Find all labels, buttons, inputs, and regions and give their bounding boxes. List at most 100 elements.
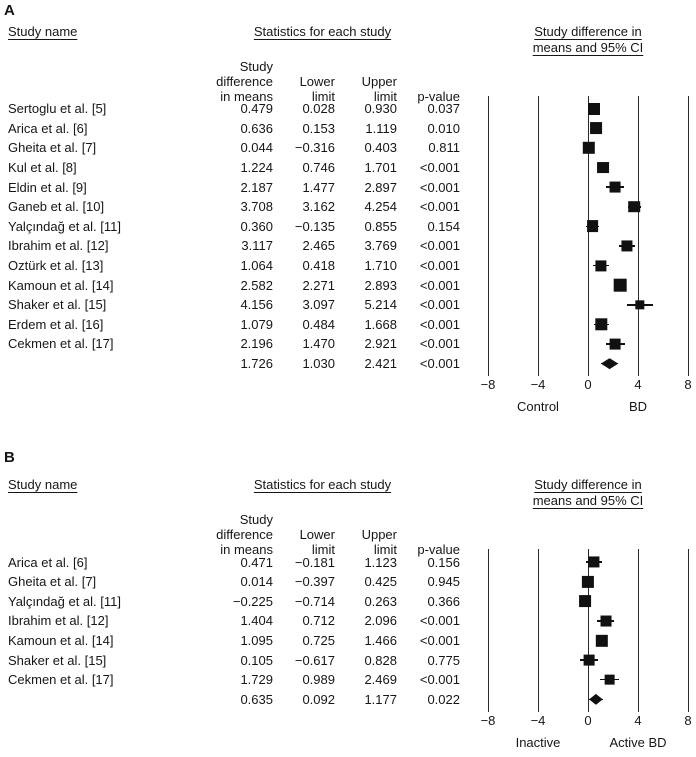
lower-limit-value: 0.418	[302, 258, 335, 274]
table-header: Study name Statistics for each study Stu…	[8, 475, 688, 513]
stats-header-wrap: Statistics for each study	[185, 24, 460, 39]
lower-limit-value: 0.484	[302, 316, 335, 332]
summary-row: 0.635 0.092 1.177 0.022	[8, 689, 688, 709]
plot-header: Study difference in means and 95% CI	[532, 477, 644, 508]
lower-limit-value: 2.465	[302, 238, 335, 254]
upper-limit-value: 1.466	[364, 632, 397, 648]
p-value: 0.156	[427, 554, 460, 570]
diff-in-means-value: 1.095	[240, 632, 273, 648]
study-marker	[613, 278, 627, 292]
table-header: Study name Statistics for each study Stu…	[8, 22, 688, 60]
upper-limit-value: 4.254	[364, 199, 397, 215]
lower-limit-value: 0.712	[302, 613, 335, 629]
table-row: Kul et al. [8] 1.224 0.746 1.701 <0.001	[8, 158, 688, 178]
diff-in-means-value: 0.636	[240, 120, 273, 136]
study-name: Ganeb et al. [10]	[8, 199, 105, 215]
study-marker	[628, 201, 641, 213]
table-row: Ibrahim et al. [12] 3.117 2.465 3.769 <0.001	[8, 236, 688, 256]
upper-limit-value: 2.921	[364, 336, 397, 352]
table-row: Eldin et al. [9] 2.187 1.477 2.897 <0.001	[8, 177, 688, 197]
axis-tick-label: −4	[530, 713, 546, 729]
lower-limit-value: −0.617	[294, 652, 335, 668]
lower-limit-value: −0.316	[294, 140, 335, 156]
axis-tick-label: 4	[634, 377, 642, 393]
study-name: Arica et al. [6]	[8, 120, 88, 136]
study-name: Shaker et al. [15]	[8, 652, 107, 668]
p-value: 0.945	[427, 574, 460, 590]
study-marker	[610, 338, 621, 350]
plot-header: Study difference in means and 95% CI	[532, 24, 644, 55]
study-marker	[609, 181, 621, 193]
axis-right-label: Active BD	[609, 735, 667, 751]
lower-limit-value: −0.181	[294, 554, 335, 570]
study-name: Kamoun et al. [14]	[8, 277, 114, 293]
summary-diamond	[589, 693, 603, 705]
lower-limit-value: 0.725	[302, 632, 335, 648]
study-name: Yalçındağ et al. [11]	[8, 218, 121, 234]
upper-limit-value: 0.855	[364, 218, 397, 234]
p-value: 0.775	[427, 652, 460, 668]
diff-in-means-value: −0.225	[232, 593, 273, 609]
table-row: Arica et al. [6] 0.636 0.153 1.119 0.010	[8, 119, 688, 139]
study-name: Gheita et al. [7]	[8, 574, 97, 590]
lower-limit-value: 0.092	[302, 691, 335, 707]
study-marker	[588, 556, 600, 568]
p-value: 0.010	[427, 120, 460, 136]
p-value: 0.811	[428, 140, 460, 156]
stats-header: Statistics for each study	[253, 477, 392, 493]
lower-col-header: Lower limit	[299, 73, 335, 104]
upper-limit-value: 0.425	[364, 574, 397, 590]
gridline	[538, 549, 539, 713]
p-value: <0.001	[419, 356, 460, 372]
axis-left-label: Control	[517, 399, 559, 415]
axis-tick-label: −4	[530, 377, 546, 393]
gridline	[638, 96, 639, 377]
p-value: <0.001	[419, 238, 460, 254]
p-value: 0.366	[427, 593, 460, 609]
table-row: Shaker et al. [15] 4.156 3.097 5.214 <0.001	[8, 295, 688, 315]
table-row: Cekmen et al. [17] 1.729 0.989 2.469 <0.001	[8, 670, 688, 690]
lower-limit-value: 1.470	[302, 336, 335, 352]
p-value: <0.001	[419, 632, 460, 648]
pvalue-col-header: p-value	[417, 88, 460, 104]
table-row: Gheita et al. [7] 0.044 −0.316 0.403 0.811	[8, 138, 688, 158]
axis-tick-label: 4	[634, 713, 642, 729]
axis-names: Inactive Active BD	[488, 733, 688, 757]
table-row: Gheita et al. [7] 0.014 −0.397 0.425 0.945	[8, 572, 688, 592]
gridline	[688, 549, 689, 713]
study-marker	[595, 634, 608, 647]
panel-b: B Study name Statistics for each study S…	[0, 449, 696, 757]
study-name: Oztürk et al. [13]	[8, 258, 104, 274]
diff-in-means-value: 2.582	[240, 277, 273, 293]
x-axis: −8 −4 0 4 8	[481, 377, 692, 394]
lower-limit-value: 1.477	[302, 179, 335, 195]
p-value: 0.037	[427, 101, 460, 117]
p-value: 0.154	[427, 218, 460, 234]
study-marker	[600, 615, 612, 627]
study-name: Cekmen et al. [17]	[8, 336, 114, 352]
upper-limit-value: 2.897	[364, 179, 397, 195]
p-value: <0.001	[419, 316, 460, 332]
table-subheader: Study difference in means Lower limit Up…	[8, 512, 688, 557]
study-name: Shaker et al. [15]	[8, 297, 107, 313]
axis-tick-label: 0	[584, 713, 592, 729]
table-row: Cekmen et al. [17] 2.196 1.470 2.921 <0.001	[8, 334, 688, 354]
diff-in-means-value: 0.105	[240, 652, 273, 668]
lower-limit-value: 2.271	[302, 277, 335, 293]
study-name: Sertoglu et al. [5]	[8, 101, 107, 117]
upper-col-header: Upper limit	[361, 73, 397, 104]
diff-col-header: Study difference in means	[216, 59, 273, 104]
p-value: 0.022	[427, 691, 460, 707]
study-marker	[579, 595, 592, 608]
lower-limit-value: 1.030	[302, 356, 335, 372]
table-row: Oztürk et al. [13] 1.064 0.418 1.710 <0.001	[8, 256, 688, 276]
stats-header: Statistics for each study	[253, 24, 392, 39]
study-marker	[595, 260, 607, 272]
table-row: Ganeb et al. [10] 3.708 3.162 4.254 <0.001	[8, 197, 688, 217]
study-name: Eldin et al. [9]	[8, 179, 87, 195]
diff-in-means-value: 1.079	[240, 316, 273, 332]
upper-limit-value: 2.096	[364, 613, 397, 629]
gridline	[588, 96, 589, 377]
study-marker	[604, 674, 615, 686]
